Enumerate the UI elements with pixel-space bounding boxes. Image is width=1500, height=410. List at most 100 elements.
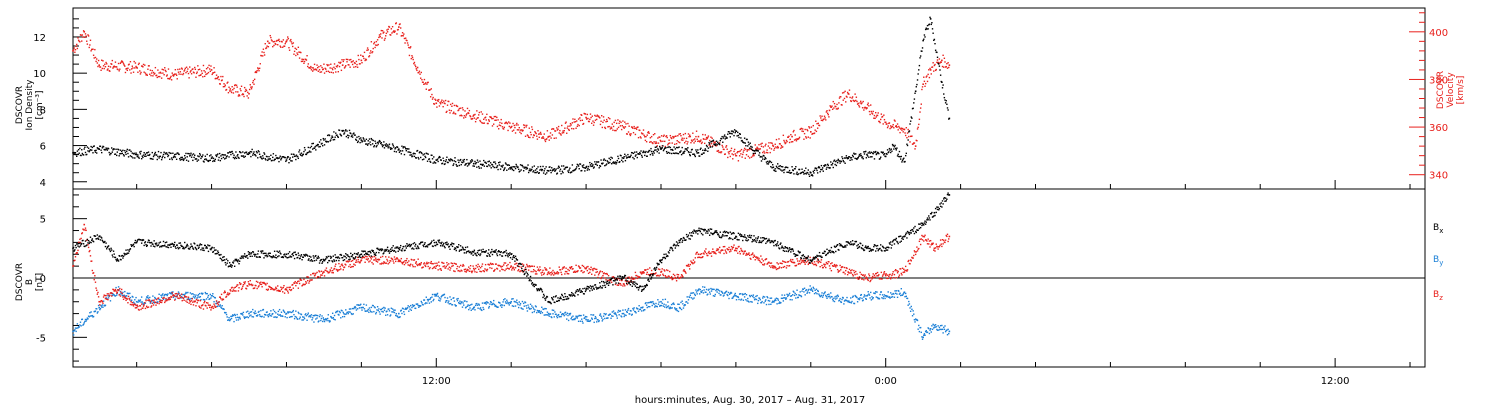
velocity-point: [549, 135, 551, 137]
density-point: [795, 173, 798, 175]
velocity-point: [159, 75, 161, 78]
by-point: [414, 307, 417, 310]
velocity-point: [519, 129, 522, 131]
density-point: [162, 155, 164, 158]
velocity-point: [456, 105, 459, 108]
density-point: [746, 138, 748, 141]
density-point: [687, 150, 690, 153]
density-point: [465, 162, 467, 165]
by-point: [102, 300, 105, 302]
velocity-point: [924, 82, 927, 85]
density-point: [263, 152, 265, 154]
velocity-point: [376, 39, 379, 41]
bz-point: [433, 267, 435, 269]
velocity-point: [166, 74, 168, 76]
density-point: [797, 173, 800, 175]
by-point: [385, 314, 387, 316]
bz-point: [349, 263, 351, 266]
by-point: [365, 304, 368, 306]
by-point: [438, 297, 441, 299]
velocity-point: [391, 32, 393, 34]
density-point: [481, 164, 484, 167]
by-point: [388, 310, 391, 312]
by-point: [556, 316, 559, 319]
density-point: [884, 155, 886, 158]
density-point: [194, 154, 196, 156]
by-point: [875, 296, 878, 298]
density-point: [893, 148, 895, 150]
bz-point: [112, 288, 115, 291]
density-point: [883, 153, 886, 155]
by-point: [449, 296, 451, 298]
by-point: [121, 294, 124, 297]
density-point: [355, 138, 357, 141]
by-point: [649, 306, 651, 308]
velocity-point: [772, 145, 775, 147]
density-point: [315, 149, 317, 151]
velocity-point: [313, 69, 315, 71]
density-point: [805, 173, 808, 175]
by-point: [358, 304, 360, 307]
velocity-point: [373, 41, 376, 44]
velocity-point: [528, 127, 530, 129]
density-point: [905, 152, 907, 155]
density-point: [181, 156, 183, 159]
by-point: [591, 318, 594, 320]
velocity-point: [468, 112, 470, 115]
by-point: [84, 320, 86, 323]
by-point: [361, 309, 363, 311]
density-point: [303, 146, 306, 149]
density-point: [136, 155, 138, 158]
velocity-point: [856, 100, 858, 103]
density-point: [463, 158, 466, 161]
by-point: [91, 314, 94, 317]
velocity-point: [546, 130, 549, 132]
by-point: [811, 290, 814, 292]
velocity-point: [695, 130, 698, 132]
density-point: [748, 147, 751, 149]
density-point: [511, 167, 513, 169]
by-point: [376, 309, 378, 311]
density-point: [376, 144, 378, 147]
bz-point: [350, 260, 353, 262]
bz-point: [87, 244, 89, 246]
velocity-point: [571, 122, 574, 124]
density-point: [152, 155, 155, 158]
velocity-point: [928, 76, 931, 79]
by-point: [300, 313, 303, 316]
velocity-point: [632, 127, 634, 130]
density-point: [254, 154, 256, 156]
velocity-point: [292, 42, 295, 44]
velocity-point: [794, 134, 796, 136]
density-point: [192, 159, 194, 162]
density-point: [477, 161, 479, 163]
density-point: [129, 149, 131, 151]
by-point: [586, 320, 589, 322]
density-point: [645, 150, 647, 153]
by-point: [139, 299, 142, 301]
velocity-point: [925, 76, 927, 78]
bz-point: [84, 229, 86, 231]
velocity-point: [531, 128, 534, 131]
density-point: [502, 169, 505, 172]
density-point: [182, 159, 185, 162]
velocity-point: [370, 41, 373, 43]
density-point: [728, 131, 730, 133]
bz-point: [123, 295, 125, 297]
density-point: [896, 147, 898, 149]
by-point: [545, 308, 547, 310]
by-point: [506, 301, 509, 303]
by-point: [206, 292, 208, 295]
by-point: [903, 291, 906, 294]
velocity-point: [589, 118, 591, 121]
density-point: [258, 151, 260, 153]
by-point: [317, 321, 320, 323]
density-point: [682, 151, 685, 153]
by-point: [367, 308, 369, 311]
density-point: [614, 161, 617, 163]
velocity-point: [225, 88, 228, 91]
density-point: [747, 145, 749, 147]
density-point: [189, 154, 192, 156]
bz-point: [167, 299, 169, 301]
velocity-point: [871, 112, 873, 114]
